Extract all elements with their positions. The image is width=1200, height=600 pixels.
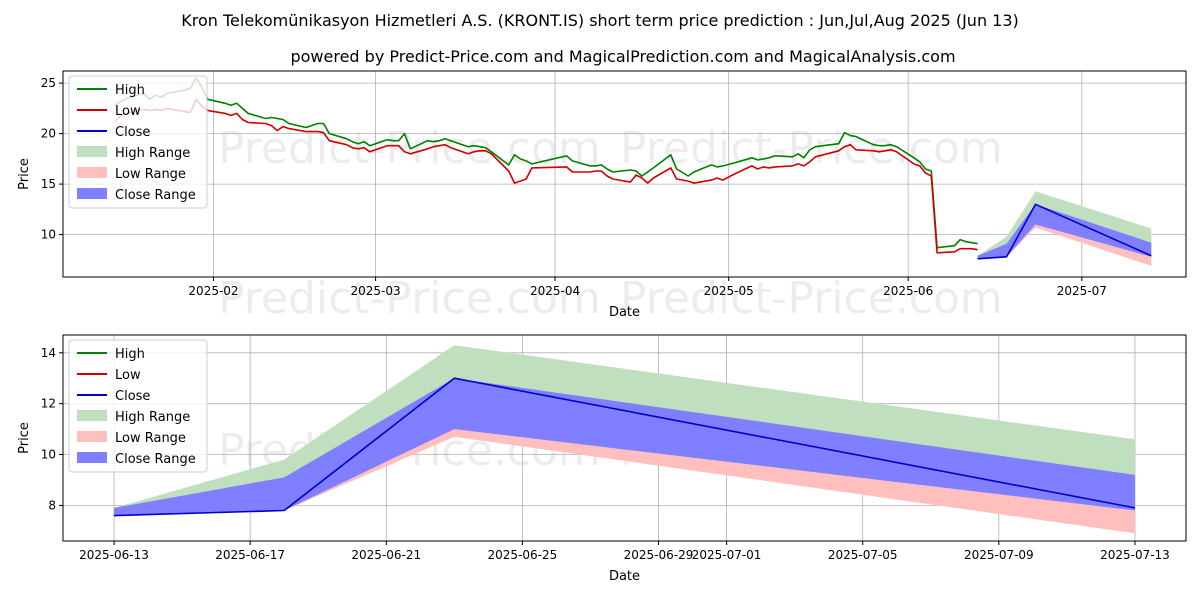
x-tick-label: 2025-04 — [530, 284, 580, 298]
x-tick-label: 2025-06-17 — [215, 548, 285, 562]
legend-label-low-range: Low Range — [115, 431, 186, 446]
bottom-panel: Predict-Price.com Predict-Price.com 2025… — [17, 334, 1187, 584]
legend: High Low Close High Range Low Range Close Ran… — [68, 339, 208, 473]
legend: High Low Close High Range Low Range Close Ran… — [68, 75, 208, 209]
x-axis-label: Date — [609, 569, 640, 584]
x-tick-label: 2025-07 — [1057, 284, 1107, 298]
close-line — [113, 377, 1136, 517]
plot-area — [114, 77, 1152, 266]
x-axis-label: Date — [609, 305, 640, 320]
legend-label-close-range: Close Range — [115, 188, 196, 203]
y-tick-label: 8 — [48, 498, 56, 512]
axes-frame — [62, 70, 1187, 278]
legend-label-high: High — [115, 347, 145, 362]
x-tick-label: 2025-07-09 — [964, 548, 1034, 562]
x-tick-label: 2025-06-21 — [351, 548, 421, 562]
top-panel: Predict-Price.com Predict-Price.com Pred… — [17, 70, 1187, 324]
high-line — [114, 77, 978, 249]
chart-subtitle: powered by Predict-Price.com and Magical… — [290, 47, 955, 66]
y-tick-label: 12 — [41, 397, 56, 411]
axes-frame — [62, 334, 1187, 542]
low-line — [114, 98, 978, 254]
x-tick-label: 2025-05 — [704, 284, 754, 298]
close-range-band — [114, 378, 1135, 516]
legend-label-high-range: High Range — [115, 146, 190, 161]
y-tick-label: 15 — [41, 177, 56, 191]
y-tick-label: 25 — [41, 76, 56, 90]
legend-swatch-close-range — [77, 188, 107, 199]
legend-label-high-range: High Range — [115, 410, 190, 425]
legend-swatch-low-range — [77, 431, 107, 442]
x-tick-label: 2025-02 — [188, 284, 238, 298]
plot-area — [113, 345, 1136, 534]
x-tick-label: 2025-07-05 — [828, 548, 898, 562]
y-tick-label: 10 — [41, 228, 56, 242]
legend-label-close-range: Close Range — [115, 452, 196, 467]
legend-swatch-low-range — [77, 167, 107, 178]
legend-label-low: Low — [115, 368, 141, 383]
x-tick-label: 2025-03 — [351, 284, 401, 298]
x-tick-label: 2025-07-01 — [692, 548, 762, 562]
legend-label-high: High — [115, 83, 145, 98]
legend-label-low-range: Low Range — [115, 167, 186, 182]
x-tick-label: 2025-06-25 — [488, 548, 558, 562]
legend-swatch-high-range — [77, 410, 107, 421]
legend-label-close: Close — [115, 125, 150, 140]
y-tick-label: 10 — [41, 448, 56, 462]
y-axis-label: Price — [17, 422, 32, 454]
watermark-mid-left: Predict-Price.com — [218, 273, 601, 324]
y-tick-label: 20 — [41, 127, 56, 141]
legend-swatch-close-range — [77, 452, 107, 463]
y-tick-label: 14 — [41, 346, 56, 360]
y-axis-label: Price — [17, 158, 32, 190]
close-line — [977, 203, 1152, 260]
x-tick-label: 2025-06 — [883, 284, 933, 298]
legend-label-low: Low — [115, 104, 141, 119]
legend-label-close: Close — [115, 389, 150, 404]
x-tick-label: 2025-06-29 — [624, 548, 694, 562]
legend-swatch-high-range — [77, 146, 107, 157]
x-tick-label: 2025-06-13 — [79, 548, 149, 562]
chart-title: Kron Telekomünikasyon Hizmetleri A.S. (K… — [181, 11, 1019, 30]
close-range-band — [977, 204, 1152, 259]
x-tick-label: 2025-07-13 — [1100, 548, 1170, 562]
watermark-mid-right: Predict-Price.com — [620, 273, 1003, 324]
